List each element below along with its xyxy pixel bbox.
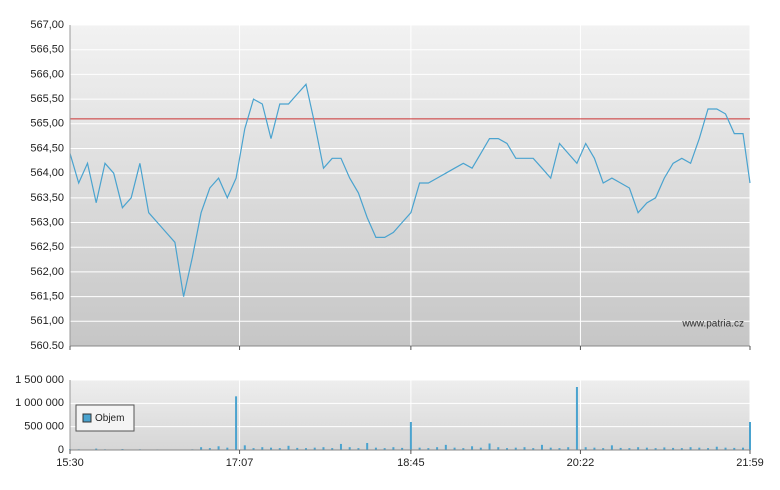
volume-bar bbox=[549, 447, 552, 450]
y-tick-label: 564,00 bbox=[30, 167, 64, 179]
y-tick-label: 566,00 bbox=[30, 68, 64, 80]
volume-bar bbox=[261, 447, 264, 450]
volume-bar bbox=[374, 447, 377, 450]
volume-bar bbox=[733, 447, 736, 450]
volume-bar bbox=[226, 447, 229, 450]
x-tick-label: 18:45 bbox=[397, 457, 425, 469]
volume-bar bbox=[366, 443, 369, 450]
price-plot-area bbox=[70, 25, 750, 346]
y-tick-label: 561,50 bbox=[30, 291, 64, 303]
volume-bar bbox=[471, 446, 474, 450]
volume-bar bbox=[506, 448, 509, 450]
volume-bar bbox=[602, 448, 605, 450]
volume-bar bbox=[637, 447, 640, 450]
volume-bar bbox=[724, 447, 727, 450]
volume-bar bbox=[689, 447, 692, 450]
volume-bar bbox=[540, 444, 543, 450]
volume-bar bbox=[707, 448, 710, 450]
y-tick-label: 0 bbox=[58, 444, 64, 456]
volume-bar bbox=[348, 447, 351, 450]
volume-bar bbox=[645, 447, 648, 450]
volume-bar bbox=[270, 447, 273, 450]
y-tick-label: 566,50 bbox=[30, 44, 64, 56]
volume-bar bbox=[593, 447, 596, 450]
volume-bar bbox=[479, 447, 482, 450]
volume-bar bbox=[304, 448, 307, 450]
volume-bar bbox=[453, 447, 456, 450]
volume-bar bbox=[532, 448, 535, 450]
volume-bar bbox=[235, 396, 238, 450]
x-tick-label: 21:59 bbox=[736, 457, 764, 469]
volume-bar bbox=[287, 445, 290, 450]
volume-bar bbox=[523, 447, 526, 450]
volume-bar bbox=[497, 447, 500, 450]
y-tick-label: 1 500 000 bbox=[15, 374, 64, 386]
volume-bar bbox=[514, 447, 517, 450]
y-tick-label: 565,00 bbox=[30, 118, 64, 130]
y-tick-label: 565,50 bbox=[30, 93, 64, 105]
volume-bar bbox=[339, 443, 342, 450]
legend-label: Objem bbox=[95, 413, 124, 424]
y-tick-label: 500 000 bbox=[24, 421, 64, 433]
watermark: www.patria.cz bbox=[681, 319, 744, 330]
volume-bar bbox=[742, 447, 745, 450]
volume-bar bbox=[584, 447, 587, 450]
volume-bar bbox=[680, 448, 683, 450]
volume-bar bbox=[357, 448, 360, 450]
volume-bar bbox=[558, 448, 561, 450]
y-tick-label: 567,00 bbox=[30, 19, 64, 31]
volume-bar bbox=[427, 448, 430, 450]
volume-bar bbox=[383, 448, 386, 450]
volume-bar bbox=[672, 447, 675, 450]
volume-bar bbox=[278, 448, 281, 450]
volume-bar bbox=[401, 447, 404, 450]
volume-bar bbox=[409, 422, 412, 450]
volume-bar bbox=[698, 447, 701, 450]
y-tick-label: 562,50 bbox=[30, 241, 64, 253]
volume-bar bbox=[610, 445, 613, 450]
volume-bar bbox=[95, 448, 98, 450]
volume-bar bbox=[296, 447, 299, 450]
volume-bar bbox=[567, 447, 570, 450]
y-tick-label: 564,50 bbox=[30, 142, 64, 154]
volume-bar bbox=[322, 447, 325, 450]
volume-bar bbox=[208, 448, 211, 450]
volume-bar bbox=[654, 448, 657, 450]
volume-bar bbox=[331, 448, 334, 450]
x-tick-label: 15:30 bbox=[56, 457, 84, 469]
volume-bar bbox=[628, 448, 631, 450]
y-tick-label: 563,50 bbox=[30, 192, 64, 204]
price-line bbox=[69, 83, 751, 297]
volume-bar bbox=[217, 446, 220, 450]
volume-bar bbox=[392, 447, 395, 450]
y-tick-label: 563,00 bbox=[30, 216, 64, 228]
volume-bar bbox=[575, 387, 578, 450]
volume-bar bbox=[418, 447, 421, 450]
legend-swatch bbox=[82, 413, 92, 423]
volume-bar bbox=[252, 448, 255, 450]
y-tick-label: 561,00 bbox=[30, 315, 64, 327]
volume-bar bbox=[243, 445, 246, 450]
y-tick-label: 562,00 bbox=[30, 266, 64, 278]
y-tick-label: 1 000 000 bbox=[15, 397, 64, 409]
y-tick-label: 560.50 bbox=[30, 340, 64, 352]
volume-bar bbox=[200, 447, 203, 450]
volume-bar bbox=[488, 443, 491, 450]
volume-bar bbox=[436, 447, 439, 450]
x-tick-label: 20:22 bbox=[567, 457, 595, 469]
volume-bar bbox=[663, 447, 666, 450]
x-tick-label: 17:07 bbox=[226, 457, 254, 469]
volume-bar bbox=[444, 444, 447, 450]
volume-bar bbox=[749, 422, 751, 450]
volume-bar bbox=[715, 446, 718, 450]
volume-bar bbox=[313, 447, 316, 450]
volume-bar bbox=[619, 447, 622, 450]
volume-bar bbox=[462, 448, 465, 450]
